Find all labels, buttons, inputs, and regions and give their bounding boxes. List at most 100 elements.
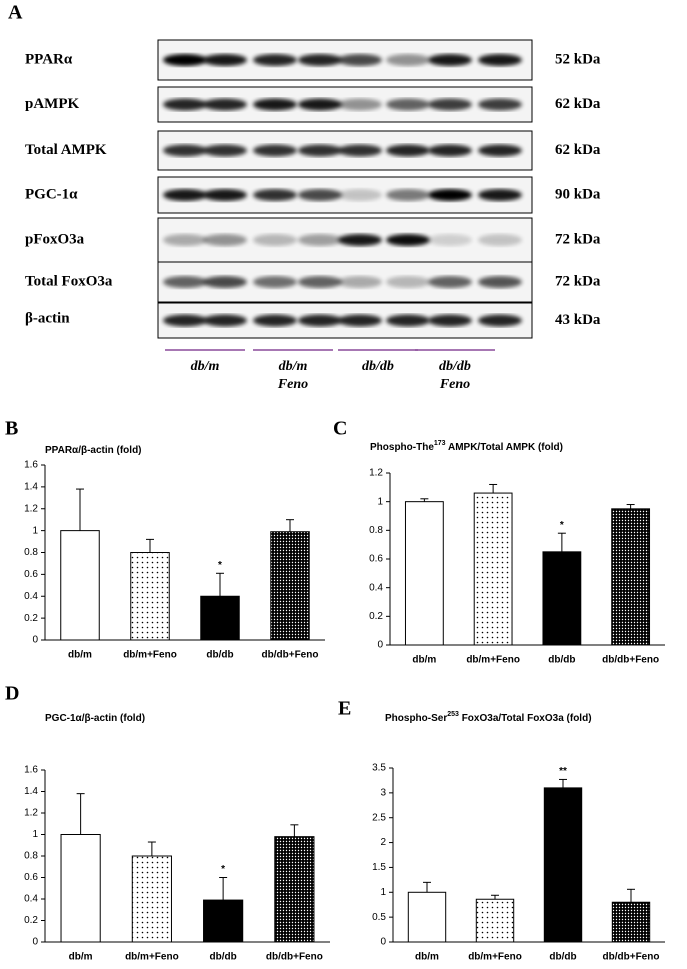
blot-band	[338, 54, 382, 66]
blot-band	[338, 276, 382, 288]
group-label: db/m	[191, 359, 220, 374]
blot-band	[203, 276, 247, 288]
bar	[611, 508, 651, 646]
group-label: db/db	[439, 359, 471, 374]
bar	[130, 552, 170, 641]
bar	[542, 551, 582, 646]
y-tick-label: 2	[380, 837, 386, 848]
group-label: Feno	[439, 377, 470, 392]
y-tick-label: 0.4	[369, 582, 383, 593]
chart-title: Phospho-Ser253 FoxO3a/Total FoxO3a (fold…	[385, 711, 592, 723]
y-tick-label: 1	[380, 887, 386, 898]
blot-band	[253, 276, 297, 288]
blot-band	[478, 276, 522, 288]
x-tick-label: db/db+Feno	[266, 952, 323, 963]
x-tick-label: db/m	[68, 650, 92, 661]
blot-band	[478, 234, 522, 246]
bar	[131, 855, 172, 943]
blot-band	[253, 54, 297, 66]
significance: *	[218, 560, 222, 571]
y-tick-label: 0.6	[369, 554, 383, 565]
chart-title: Phospho-The173 AMPK/Total AMPK (fold)	[370, 440, 563, 452]
y-tick-label: 0	[380, 937, 386, 948]
y-tick-label: 3	[380, 787, 386, 798]
title-part: 173	[434, 440, 446, 447]
blot-band	[428, 276, 472, 288]
protein-label: Total AMPK	[25, 142, 107, 158]
chart-title: PPARα/β-actin (fold)	[45, 445, 142, 456]
kda-label: 62 kDa	[555, 142, 601, 158]
blot-band	[203, 144, 247, 157]
blot-band	[386, 54, 430, 66]
title-part: Phospho-Ser	[385, 713, 447, 724]
blot-band	[203, 314, 247, 327]
blot-band	[478, 98, 522, 111]
significance: **	[559, 766, 567, 777]
y-tick-label: 1.2	[369, 468, 383, 479]
y-tick-label: 1	[32, 829, 38, 840]
protein-label: pAMPK	[25, 96, 79, 112]
y-tick-label: 0.6	[24, 569, 38, 580]
x-tick-label: db/m+Feno	[123, 650, 177, 661]
bar	[475, 898, 515, 943]
blot-band	[338, 234, 382, 246]
panel-label: A	[8, 2, 23, 24]
title-part: Phospho-The	[370, 442, 434, 453]
x-tick-label: db/db	[206, 650, 233, 661]
bar	[404, 501, 444, 646]
group-label: db/m	[279, 359, 308, 374]
group-label: Feno	[277, 377, 308, 392]
blot-band	[338, 144, 382, 157]
y-tick-label: 1.5	[372, 862, 386, 873]
blot-band	[163, 54, 207, 66]
x-tick-label: db/m	[412, 655, 436, 666]
blot-band	[163, 189, 207, 201]
blot-band	[338, 189, 382, 201]
blot-band	[163, 314, 207, 327]
kda-label: 90 kDa	[555, 186, 601, 202]
blot-band	[298, 234, 342, 246]
group-label: db/db	[362, 359, 394, 374]
blot-band	[428, 144, 472, 157]
blot-band	[298, 144, 342, 157]
panel-label: B	[5, 418, 18, 440]
blot-band	[428, 54, 472, 66]
blot-band	[163, 144, 207, 157]
bar	[473, 492, 513, 646]
panel-label: C	[333, 418, 347, 440]
protein-label: Total FoxO3a	[25, 273, 113, 289]
blot-band	[478, 314, 522, 327]
kda-label: 62 kDa	[555, 96, 601, 112]
title-part: PGC-1α/β-actin (fold)	[45, 713, 145, 724]
significance: *	[560, 520, 564, 531]
blot-band	[386, 234, 430, 246]
blot-band	[478, 144, 522, 157]
blot-band	[298, 189, 342, 201]
blot-band	[338, 314, 382, 327]
blot-band	[253, 189, 297, 201]
y-tick-label: 0.5	[372, 912, 386, 923]
blot-band	[253, 314, 297, 327]
y-tick-label: 1.6	[24, 460, 38, 471]
bar	[203, 899, 244, 943]
blot-band	[386, 144, 430, 157]
blot-band	[253, 234, 297, 246]
y-tick-label: 0.4	[24, 894, 38, 905]
y-tick-label: 0.6	[24, 872, 38, 883]
y-tick-label: 0.2	[369, 611, 383, 622]
kda-label: 72 kDa	[555, 273, 601, 289]
blot-band	[428, 314, 472, 327]
blot-band	[163, 234, 207, 246]
bar	[60, 834, 101, 943]
y-tick-label: 1.4	[24, 786, 38, 797]
bar	[611, 901, 651, 943]
y-tick-label: 0.8	[369, 525, 383, 536]
blot-band	[298, 98, 342, 111]
significance: *	[221, 864, 225, 875]
chart-title: PGC-1α/β-actin (fold)	[45, 713, 145, 724]
panel-label: E	[338, 698, 351, 720]
bar	[270, 531, 310, 641]
bar	[407, 891, 447, 943]
y-tick-label: 0.2	[24, 613, 38, 624]
x-tick-label: db/m+Feno	[468, 952, 522, 963]
